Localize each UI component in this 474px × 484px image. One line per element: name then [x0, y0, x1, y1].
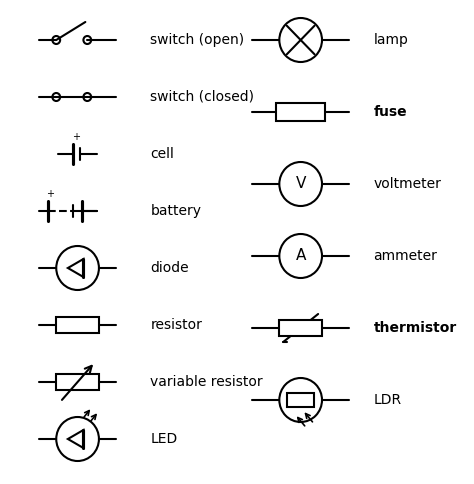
Bar [56, 374, 99, 390]
Text: variable resistor: variable resistor [150, 375, 263, 389]
Bar [287, 393, 314, 407]
Text: +: + [46, 189, 55, 199]
Text: voltmeter: voltmeter [374, 177, 441, 191]
Text: switch (closed): switch (closed) [150, 90, 255, 104]
Text: LED: LED [150, 432, 178, 446]
Text: switch (open): switch (open) [150, 33, 245, 47]
Text: ammeter: ammeter [374, 249, 438, 263]
Text: fuse: fuse [374, 105, 407, 119]
Text: resistor: resistor [150, 318, 202, 332]
Text: diode: diode [150, 261, 189, 275]
Bar [276, 103, 325, 121]
Text: A: A [295, 248, 306, 263]
Text: cell: cell [150, 147, 174, 161]
Text: lamp: lamp [374, 33, 408, 47]
Text: LDR: LDR [374, 393, 401, 407]
Text: +: + [72, 132, 80, 142]
Text: thermistor: thermistor [374, 321, 456, 335]
Bar [56, 317, 99, 333]
Text: battery: battery [150, 204, 201, 218]
Text: V: V [295, 177, 306, 192]
Bar [279, 320, 322, 336]
